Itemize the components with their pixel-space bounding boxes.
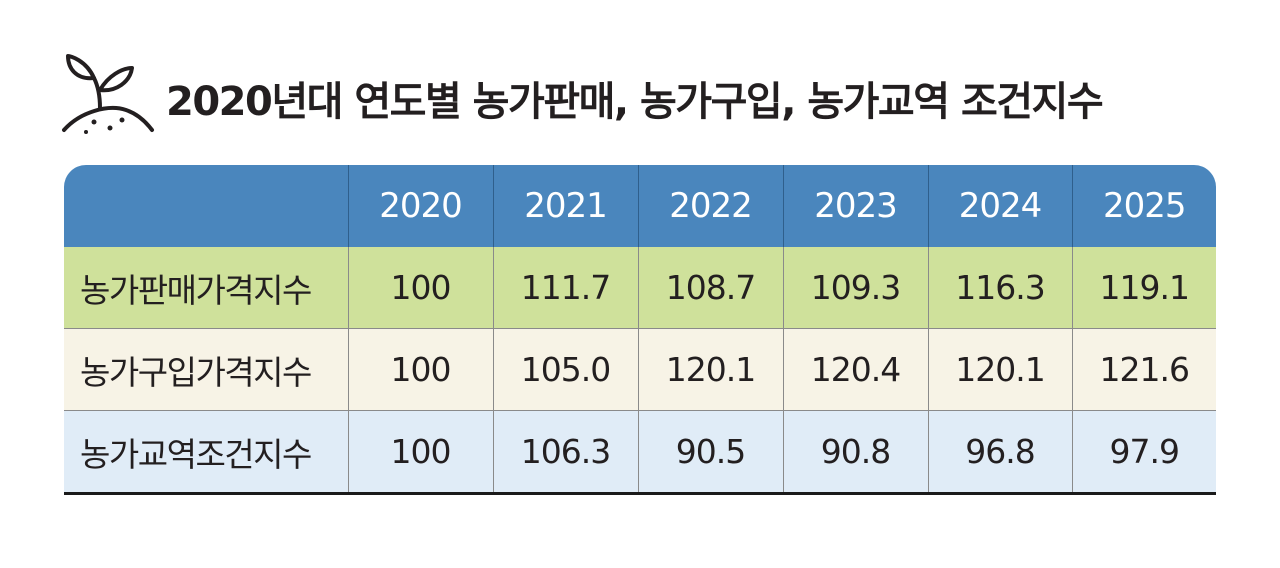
data-table: 2020 2021 2022 2023 2024 2025 농가판매가격지수 1… — [64, 165, 1216, 495]
chart-title: 2020년대 연도별 농가판매, 농가구입, 농가교역 조건지수 — [166, 79, 1104, 125]
table-cell: 120.1 — [927, 328, 1072, 411]
column-header: 2020 — [347, 165, 493, 247]
corner-cell — [64, 165, 348, 247]
table-cell: 97.9 — [1071, 410, 1216, 495]
sprout-icon — [62, 54, 154, 134]
table-cell: 111.7 — [492, 247, 638, 329]
table-cell: 90.5 — [637, 410, 783, 495]
table-cell: 121.6 — [1071, 328, 1216, 411]
row-label: 농가판매가격지수 — [64, 247, 348, 329]
table-cell: 120.4 — [782, 328, 928, 411]
column-header: 2024 — [927, 165, 1072, 247]
row-label: 농가교역조건지수 — [64, 410, 348, 495]
table-cell: 106.3 — [492, 410, 638, 495]
row-label: 농가구입가격지수 — [64, 328, 348, 411]
table-cell: 120.1 — [637, 328, 783, 411]
column-header: 2023 — [782, 165, 928, 247]
table-cell: 100 — [347, 410, 493, 495]
column-header: 2022 — [637, 165, 783, 247]
table-cell: 96.8 — [927, 410, 1072, 495]
table-cell: 116.3 — [927, 247, 1072, 329]
table-cell: 100 — [347, 247, 493, 329]
table-cell: 100 — [347, 328, 493, 411]
column-header: 2025 — [1071, 165, 1216, 247]
table-cell: 119.1 — [1071, 247, 1216, 329]
header-row: 2020 2021 2022 2023 2024 2025 — [64, 165, 1216, 247]
chart-header: 2020년대 연도별 농가판매, 농가구입, 농가교역 조건지수 — [60, 50, 1220, 140]
table-cell: 109.3 — [782, 247, 928, 329]
table-cell: 90.8 — [782, 410, 928, 495]
table-cell: 105.0 — [492, 328, 638, 411]
table-row: 농가판매가격지수 100 111.7 108.7 109.3 116.3 119… — [64, 247, 1216, 329]
table-cell: 108.7 — [637, 247, 783, 329]
table-row: 농가구입가격지수 100 105.0 120.1 120.4 120.1 121… — [64, 328, 1216, 411]
column-header: 2021 — [492, 165, 638, 247]
table-row: 농가교역조건지수 100 106.3 90.5 90.8 96.8 97.9 — [64, 410, 1216, 495]
